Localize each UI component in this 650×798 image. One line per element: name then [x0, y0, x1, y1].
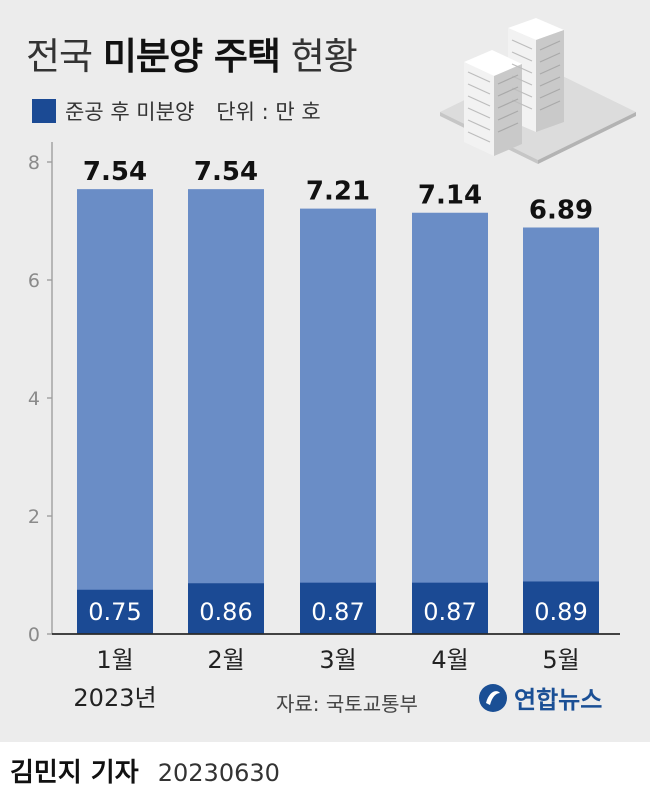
logo-text: 연합뉴스: [514, 686, 603, 714]
total-value-label: 7.54: [194, 157, 258, 187]
y-tick-label: 6: [28, 270, 40, 292]
legend: 준공 후 미분양 단위 : 만 호: [32, 96, 321, 126]
bar-total: [188, 189, 264, 634]
bar-completed: [412, 582, 488, 634]
legend-swatch: [32, 99, 56, 123]
completed-value-label: 0.87: [311, 598, 364, 626]
x-tick-label: 2월: [207, 646, 244, 674]
bar-completed: [77, 589, 153, 634]
yonhap-globe-icon: [479, 683, 507, 712]
completed-value-label: 0.86: [199, 598, 252, 626]
total-value-label: 7.14: [418, 181, 482, 211]
y-tick-label: 4: [28, 388, 40, 410]
chart-title: 전국 미분양 주택 현황: [26, 26, 358, 80]
completed-value-label: 0.87: [423, 598, 476, 626]
x-tick-label: 3월: [319, 646, 356, 674]
x-sub-label: 2023년: [73, 684, 156, 712]
x-tick-label: 1월: [96, 646, 133, 674]
buildings-illustration: [440, 18, 636, 164]
title-bold: 미분양 주택: [102, 35, 281, 78]
completed-value-label: 0.89: [534, 598, 587, 626]
bar-total: [300, 208, 376, 635]
completed-value-label: 0.75: [88, 598, 141, 626]
total-value-label: 6.89: [529, 195, 593, 225]
total-value-label: 7.21: [306, 177, 370, 207]
y-tick-label: 2: [28, 506, 40, 528]
x-tick-label: 4월: [431, 646, 468, 674]
bar-completed: [523, 581, 599, 634]
source-note: 자료: 국토교통부: [276, 692, 418, 716]
x-tick-label: 5월: [542, 646, 579, 674]
total-value-label: 7.54: [83, 157, 147, 187]
publish-date: 20230630: [157, 759, 280, 787]
yonhap-logo: 연합뉴스: [478, 680, 602, 715]
y-tick-label: 8: [28, 152, 40, 174]
reporter-name: 김민지 기자: [10, 758, 139, 788]
bar-total: [77, 189, 153, 634]
byline: 김민지 기자 20230630: [10, 752, 280, 789]
bar-chart: 0 2 4 6 8 7.54 0.75 1월 7.54 0.86 2월 7.21 0.87 3월 7.14 0…: [28, 142, 620, 712]
y-tick-label: 0: [28, 624, 40, 646]
legend-label: 준공 후 미분양: [65, 100, 195, 124]
bar-completed: [300, 582, 376, 634]
title-suffix: 현황: [290, 35, 358, 78]
bar-total: [412, 212, 488, 635]
bar-completed: [188, 583, 264, 634]
bar-total: [523, 227, 599, 635]
title-prefix: 전국: [26, 35, 93, 78]
unit-note: 단위 : 만 호: [216, 100, 321, 124]
